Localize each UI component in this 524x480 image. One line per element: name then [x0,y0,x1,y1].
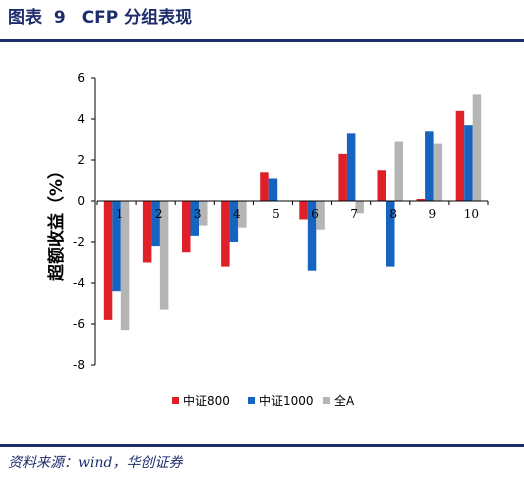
bar-全A [433,143,443,201]
bar-中证800 [455,110,465,201]
bar-中证1000 [229,201,239,242]
bar-中证800 [182,201,191,253]
y-axis-label: 超额收益（%） [46,162,67,281]
y-tick-label: -6 [73,317,85,331]
bar-全A [472,94,482,201]
legend-label: 全A [334,393,355,408]
y-tick-label: 4 [77,112,85,126]
bar-中证800 [299,201,308,220]
bar-中证800 [142,201,152,263]
figure-title: CFP 分组表现 [81,8,193,28]
bar-中证1000 [190,201,199,236]
bar-中证1000 [268,178,278,201]
bar-中证1000 [425,131,434,201]
y-tick-label: 6 [77,71,85,85]
bar-中证1000 [346,133,356,201]
x-category-label: 10 [464,207,479,221]
legend-swatch [172,397,179,404]
figure-header: 图表 9 CFP 分组表现 [8,5,192,31]
bar-全A [159,201,169,310]
bar-中证800 [260,172,269,201]
x-category-label: 7 [350,207,358,221]
bar-中证800 [338,153,347,201]
bar-中证1000 [464,125,473,201]
y-tick-label: 0 [77,194,85,208]
legend-swatch [248,397,255,404]
y-tick-label: -4 [73,276,85,290]
x-category-label: 5 [272,207,280,221]
legend-label: 中证800 [183,393,230,408]
bar-中证1000 [151,201,160,247]
footer-rule [0,444,524,447]
figure-number: 9 [53,8,66,28]
bar-中证800 [416,198,426,201]
x-category-label: 9 [429,207,437,221]
bar-中证800 [221,201,230,267]
x-category-label: 6 [311,207,319,221]
legend-label: 中证1000 [259,393,314,408]
x-category-label: 3 [194,207,202,221]
source-note: 资料来源：wind，华创证券 [8,455,183,471]
bar-全A [316,201,325,230]
bar-全A [120,201,130,331]
bar-中证1000 [112,201,121,292]
header-rule [0,39,524,42]
y-tick-label: -8 [73,358,85,372]
y-tick-label: 2 [77,153,85,167]
bar-全A [238,201,247,228]
bar-全A [355,201,364,214]
x-category-label: 4 [233,207,241,221]
bar-中证1000 [386,201,395,267]
legend-swatch [323,397,330,404]
x-category-label: 8 [389,207,397,221]
figure-prefix: 图表 [8,8,42,28]
x-category-label: 1 [116,207,124,221]
x-category-label: 2 [155,207,163,221]
bar-全A [394,141,403,201]
bar-中证800 [103,201,113,320]
y-tick-label: -2 [73,235,85,249]
bar-中证800 [377,170,386,201]
bar-全A [199,201,208,226]
bar-中证1000 [307,201,317,271]
